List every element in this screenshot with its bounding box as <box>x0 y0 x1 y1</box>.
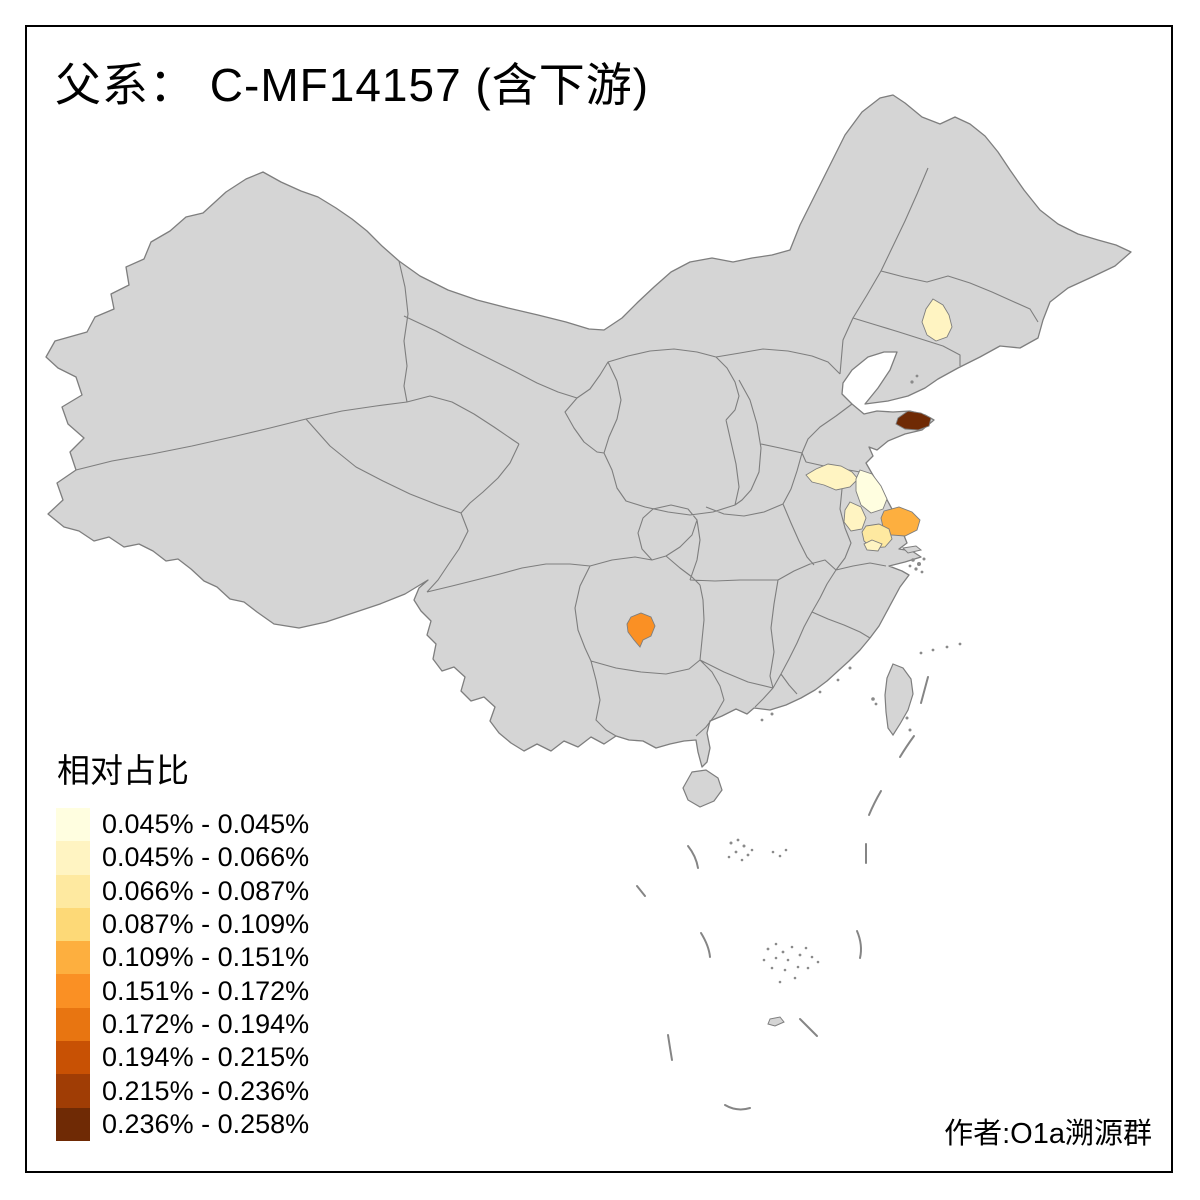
legend-title: 相对占比 <box>57 752 189 789</box>
legend-label: 0.066% - 0.087% <box>102 875 310 906</box>
legend-label: 0.109% - 0.151% <box>102 942 310 973</box>
region-west-jiangsu-patch <box>843 501 867 532</box>
legend-row: 0.045% - 0.066% <box>56 841 310 875</box>
highlighted-regions <box>626 298 953 648</box>
legend-label: 0.045% - 0.066% <box>102 842 310 873</box>
legend-rows: 0.045% - 0.045% 0.045% - 0.066% 0.066% -… <box>56 808 309 1141</box>
legend: 相对占比 0.045% - 0.045% 0.045% - 0.066% 0.0… <box>56 744 309 1141</box>
legend-swatch <box>56 1007 90 1042</box>
mainland-outline <box>45 94 1132 768</box>
legend-row: 0.066% - 0.087% <box>56 874 310 908</box>
legend-row: 0.236% - 0.258% <box>56 1107 310 1141</box>
legend-swatch <box>56 841 90 875</box>
region-guizhou-patch <box>626 612 656 648</box>
plot-frame <box>25 25 1173 1173</box>
region-shandong-tip-patch <box>895 410 932 431</box>
legend-row: 0.172% - 0.194% <box>56 1007 310 1042</box>
legend-row: 0.194% - 0.215% <box>56 1041 310 1075</box>
legend-swatch <box>56 941 90 975</box>
region-south-jiangsu-rim <box>863 539 883 552</box>
small-island <box>767 1016 785 1027</box>
hainan-island <box>682 769 723 808</box>
legend-row: 0.215% - 0.236% <box>56 1074 310 1108</box>
attribution: 作者:O1a溯源群 <box>944 1118 1152 1150</box>
legend-row: 0.045% - 0.045% <box>56 808 310 842</box>
legend-label: 0.045% - 0.045% <box>102 809 310 840</box>
legend-label: 0.172% - 0.194% <box>102 1008 310 1039</box>
legend-label: 0.151% - 0.172% <box>102 975 310 1006</box>
legend-row: 0.151% - 0.172% <box>56 974 310 1008</box>
taiwan-island <box>884 663 914 737</box>
legend-swatch <box>56 808 90 842</box>
yangtze-estuary-island <box>901 545 923 554</box>
legend-label: 0.087% - 0.109% <box>102 909 310 940</box>
legend-row: 0.087% - 0.109% <box>56 907 310 942</box>
legend-swatch <box>56 974 90 1008</box>
region-coastal-jiangsu-patch <box>880 506 921 537</box>
page-title: 父系： C-MF14157 (含下游) <box>55 59 650 111</box>
legend-label: 0.236% - 0.258% <box>102 1108 310 1139</box>
sea-dash-lines <box>636 676 929 1111</box>
legend-swatch <box>56 1074 90 1108</box>
legend-label: 0.194% - 0.215% <box>102 1042 310 1073</box>
legend-swatch <box>56 1041 90 1075</box>
legend-swatch <box>56 874 90 908</box>
province-borders <box>75 167 1039 737</box>
legend-label: 0.215% - 0.236% <box>102 1075 310 1106</box>
legend-swatch <box>56 1107 90 1141</box>
island-specks <box>727 374 962 984</box>
region-north-jiangsu-patch <box>855 469 888 514</box>
legend-row: 0.109% - 0.151% <box>56 941 310 975</box>
region-northeast-patch <box>921 298 953 342</box>
legend-swatch <box>56 907 90 942</box>
